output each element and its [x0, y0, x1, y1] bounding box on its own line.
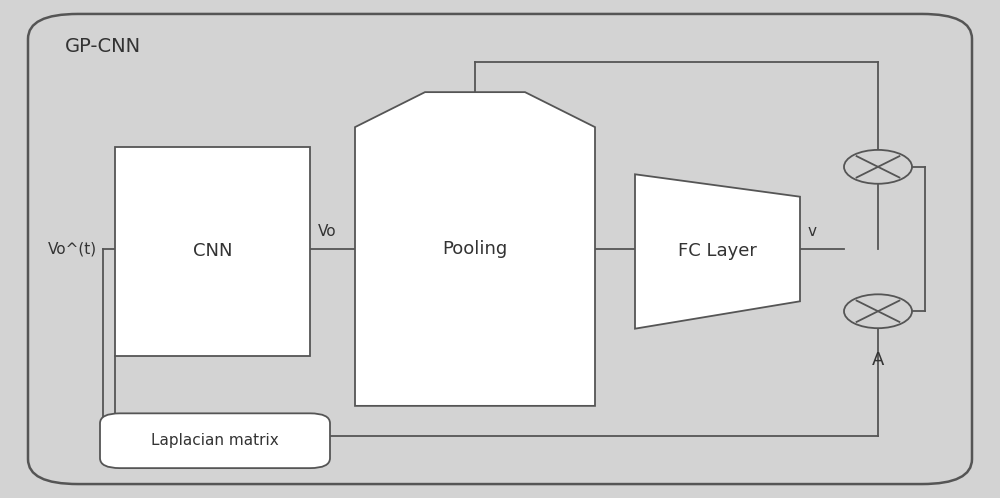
Text: GP-CNN: GP-CNN [65, 37, 141, 56]
Text: Laplacian matrix: Laplacian matrix [151, 433, 279, 448]
Text: CNN: CNN [193, 243, 232, 260]
Circle shape [844, 150, 912, 184]
FancyBboxPatch shape [28, 14, 972, 484]
Text: A: A [872, 351, 884, 369]
Polygon shape [635, 174, 800, 329]
Text: FC Layer: FC Layer [678, 243, 757, 260]
Circle shape [844, 294, 912, 328]
Polygon shape [355, 92, 595, 406]
Text: Vo: Vo [318, 224, 337, 239]
Bar [115, 147, 310, 356]
FancyBboxPatch shape [100, 413, 330, 468]
Text: v: v [808, 224, 817, 239]
Text: Pooling: Pooling [442, 240, 508, 258]
Text: Vo^(t): Vo^(t) [48, 242, 97, 256]
